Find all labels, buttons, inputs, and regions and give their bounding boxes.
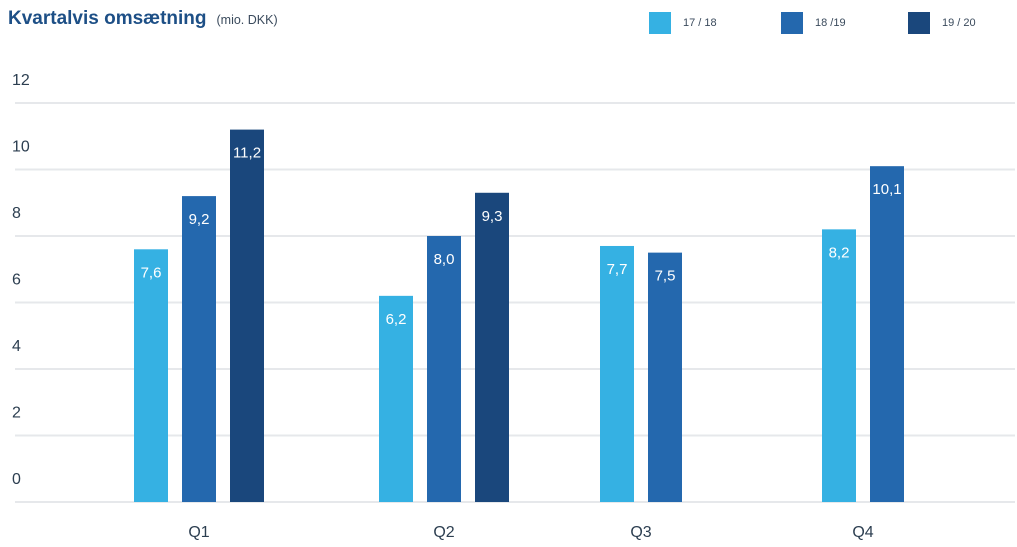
y-tick-label-8: 8 [12,205,21,222]
data-label-q2-series-3: 9,3 [482,208,503,225]
legend: 17 / 18 18 /19 19 / 20 [0,12,1017,36]
legend-item-1819: 18 /19 [781,12,846,34]
y-tick-label-0: 0 [12,471,21,488]
data-label-q4-series-2: 10,1 [872,181,901,198]
bar-q1-series-1 [134,249,168,502]
data-label-q1-series-1: 7,6 [141,264,162,281]
y-tick-label-4: 4 [12,338,21,355]
x-tick-label-q3: Q3 [630,524,651,541]
data-label-q2-series-2: 8,0 [434,251,455,268]
legend-label-1819: 18 /19 [815,17,846,29]
y-tick-label-6: 6 [12,272,21,289]
data-label-q1-series-3: 11,2 [233,145,261,162]
bar-q3-series-2 [648,252,682,502]
data-label-q2-series-1: 6,2 [386,311,407,328]
bar-q2-series-3 [475,192,509,502]
y-tick-label-2: 2 [12,405,21,422]
legend-item-1718: 17 / 18 [649,12,717,34]
legend-swatch-1819 [781,12,803,34]
data-label-q3-series-2: 7,5 [655,268,676,285]
legend-item-1920: 19 / 20 [908,12,976,34]
bar-q2-series-1 [379,295,413,502]
bar-q1-series-3 [230,129,264,502]
x-tick-label-q2: Q2 [433,524,454,541]
legend-label-1718: 17 / 18 [683,17,717,29]
bar-q3-series-1 [600,245,634,502]
y-tick-label-12: 12 [12,72,30,89]
data-label-q4-series-1: 8,2 [829,244,850,261]
y-tick-label-10: 10 [12,139,30,156]
bar-q1-series-2 [182,196,216,502]
legend-label-1920: 19 / 20 [942,17,976,29]
x-tick-label-q1: Q1 [188,524,209,541]
data-label-q3-series-1: 7,7 [607,261,628,278]
chart-subtitle: (mio. DKK) [216,13,278,27]
bar-q4-series-2 [870,166,904,503]
chart-title: Kvartalvis omsætning [8,8,207,29]
chart-title-group: Kvartalvis omsætning (mio. DKK) [8,8,278,30]
bar-q4-series-1 [822,229,856,502]
bar-q2-series-2 [427,236,461,502]
data-label-q1-series-2: 9,2 [189,211,210,228]
legend-swatch-1718 [649,12,671,34]
x-tick-label-q4: Q4 [852,524,873,541]
legend-swatch-1920 [908,12,930,34]
